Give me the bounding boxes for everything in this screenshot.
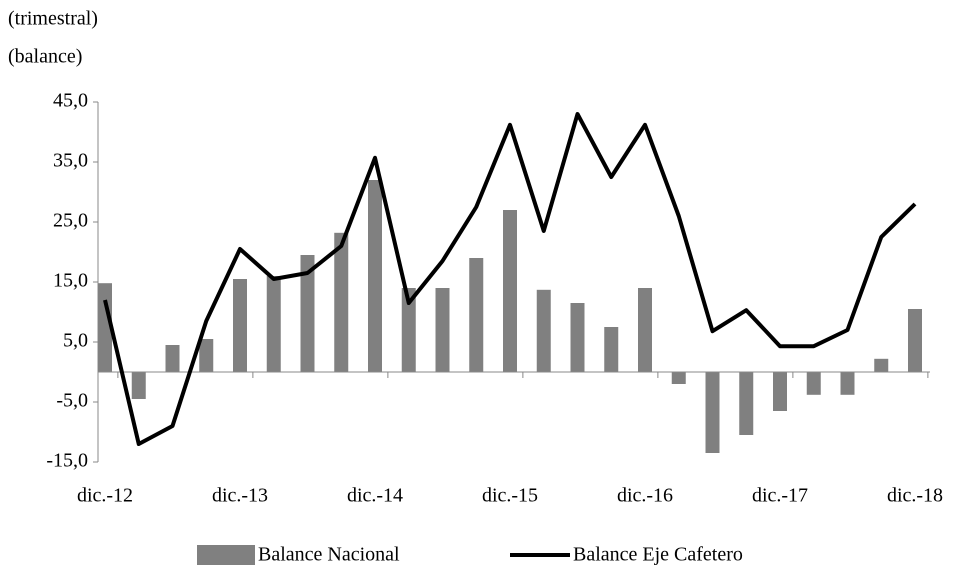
bar bbox=[874, 358, 889, 372]
legend-label: Balance Eje Cafetero bbox=[573, 544, 743, 566]
bar bbox=[806, 372, 821, 395]
bar bbox=[503, 210, 517, 372]
bar bbox=[266, 276, 281, 372]
bar bbox=[98, 283, 112, 372]
bar bbox=[165, 345, 180, 372]
legend-label: Balance Nacional bbox=[258, 544, 400, 566]
legend-swatch bbox=[197, 545, 255, 565]
bar bbox=[739, 372, 754, 435]
x-tick-label: dic.-15 bbox=[482, 485, 538, 507]
bar bbox=[908, 309, 922, 372]
annotation: (trimestral) bbox=[8, 8, 98, 30]
bar bbox=[368, 180, 382, 372]
x-tick-label: dic.-13 bbox=[212, 485, 268, 507]
bar bbox=[840, 372, 855, 395]
bar bbox=[638, 288, 652, 372]
bar bbox=[401, 288, 416, 372]
bar bbox=[604, 327, 619, 372]
bar bbox=[435, 288, 450, 372]
y-tick-label: 15,0 bbox=[53, 270, 88, 292]
bar bbox=[300, 255, 315, 372]
y-tick-label: 5,0 bbox=[63, 330, 88, 352]
annotation: (balance) bbox=[8, 46, 82, 68]
bar bbox=[469, 258, 484, 372]
bar bbox=[334, 232, 349, 372]
bar bbox=[131, 372, 146, 399]
y-tick-label: -15,0 bbox=[46, 450, 88, 472]
y-tick-label: -5,0 bbox=[56, 390, 88, 412]
bar bbox=[773, 372, 787, 411]
y-tick-label: 45,0 bbox=[53, 90, 88, 112]
bar bbox=[570, 303, 585, 372]
bar bbox=[671, 372, 686, 384]
line bbox=[103, 112, 917, 446]
x-tick-label: dic.-18 bbox=[887, 485, 943, 507]
y-tick-label: 35,0 bbox=[53, 150, 88, 172]
x-tick-label: dic.-16 bbox=[617, 485, 673, 507]
x-tick-label: dic.-12 bbox=[77, 485, 133, 507]
x-tick-label: dic.-14 bbox=[347, 485, 403, 507]
bar bbox=[233, 279, 247, 372]
bar bbox=[705, 372, 720, 453]
bar bbox=[199, 339, 214, 372]
bar bbox=[536, 289, 551, 372]
x-tick-label: dic.-17 bbox=[752, 485, 808, 507]
y-tick-label: 25,0 bbox=[53, 210, 88, 232]
